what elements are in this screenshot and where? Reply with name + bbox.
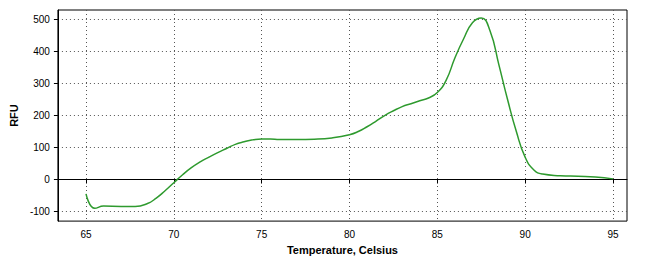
- svg-text:RFU: RFU: [8, 104, 20, 127]
- svg-text:0: 0: [44, 174, 50, 185]
- svg-text:400: 400: [33, 46, 50, 57]
- svg-text:90: 90: [520, 229, 532, 240]
- svg-text:70: 70: [168, 229, 180, 240]
- svg-text:200: 200: [33, 110, 50, 121]
- svg-text:65: 65: [80, 229, 92, 240]
- svg-text:100: 100: [33, 142, 50, 153]
- svg-text:95: 95: [607, 229, 619, 240]
- svg-text:85: 85: [432, 229, 444, 240]
- svg-text:500: 500: [33, 14, 50, 25]
- svg-text:Temperature, Celsius: Temperature, Celsius: [287, 244, 398, 256]
- svg-text:-100: -100: [30, 206, 50, 217]
- svg-text:75: 75: [256, 229, 268, 240]
- svg-text:300: 300: [33, 78, 50, 89]
- svg-text:80: 80: [344, 229, 356, 240]
